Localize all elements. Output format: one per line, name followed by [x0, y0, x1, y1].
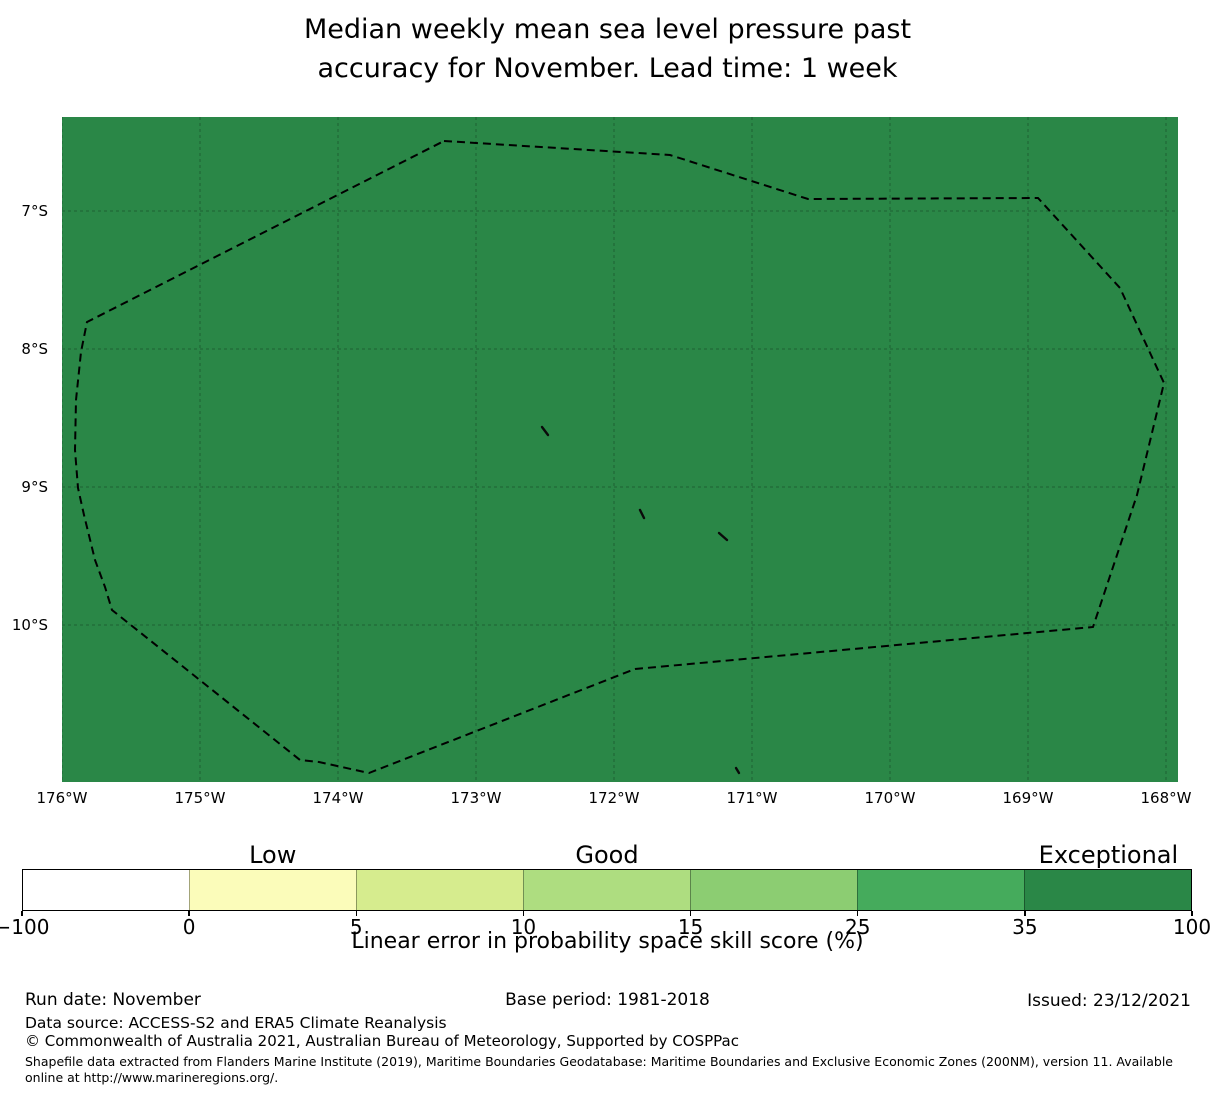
lat-tick-label: 8°S	[21, 340, 48, 358]
data-source-text: Data source: ACCESS-S2 and ERA5 Climate …	[25, 1014, 447, 1032]
chart-title: Median weekly mean sea level pressure pa…	[0, 10, 1215, 88]
colorbar-segment	[23, 870, 189, 910]
island-mark	[638, 508, 646, 520]
colorbar-category-label: Low	[249, 841, 297, 869]
colorbar-tick-label: 10	[510, 915, 537, 939]
colorbar-segment	[690, 870, 857, 910]
lon-tick-label: 175°W	[174, 789, 226, 807]
lat-tick-label: 10°S	[11, 616, 48, 634]
colorbar-tick-label: −100	[0, 915, 50, 939]
lon-tick-label: 173°W	[450, 789, 502, 807]
colorbar-tick	[188, 911, 190, 916]
run-date-text: Run date: November	[25, 990, 201, 1010]
lon-tick-label: 170°W	[864, 789, 916, 807]
lon-tick-label: 172°W	[588, 789, 640, 807]
colorbar-tick-label: 5	[349, 915, 363, 939]
sea-fill	[62, 117, 1178, 782]
colorbar-segment	[189, 870, 356, 910]
copyright-text: © Commonwealth of Australia 2021, Austra…	[25, 1032, 739, 1050]
issued-date-text: Issued: 23/12/2021	[1027, 991, 1191, 1011]
colorbar-tick	[856, 911, 859, 916]
colorbar-tick-label: 35	[1012, 915, 1038, 939]
lon-tick-label: 169°W	[1002, 789, 1054, 807]
colorbar-segment	[523, 870, 690, 910]
colorbar-segment	[356, 870, 523, 910]
lon-tick-label: 176°W	[36, 789, 88, 807]
base-period-text: Base period: 1981-2018	[505, 990, 710, 1010]
colorbar	[22, 869, 1192, 911]
chart-title-line1: Median weekly mean sea level pressure pa…	[303, 14, 912, 45]
colorbar-tick	[1191, 911, 1193, 916]
colorbar-tick	[1024, 911, 1026, 916]
colorbar-tick-label: 0	[182, 915, 196, 939]
island-mark	[717, 531, 729, 542]
colorbar-tick-label: 15	[677, 915, 704, 939]
colorbar-tick	[522, 911, 525, 916]
colorbar-tick-label: 100	[1172, 915, 1212, 939]
lat-tick-label: 9°S	[21, 478, 48, 496]
map-svg	[62, 117, 1178, 782]
lat-tick-label: 7°S	[21, 202, 48, 220]
colorbar-tick	[689, 911, 692, 916]
eez-boundary	[73, 139, 1166, 775]
lon-tick-label: 168°W	[1140, 789, 1192, 807]
colorbar-category-label: Exceptional	[1038, 841, 1179, 869]
colorbar-axis-label: Linear error in probability space skill …	[351, 929, 864, 954]
colorbar-tick	[21, 911, 23, 916]
colorbar-segment	[1024, 870, 1191, 910]
colorbar-tick-label: 25	[844, 915, 871, 939]
lon-tick-label: 174°W	[312, 789, 364, 807]
shapefile-note-text: Shapefile data extracted from Flanders M…	[25, 1054, 1173, 1085]
lon-tick-label: 171°W	[726, 789, 778, 807]
map-plot	[62, 117, 1178, 782]
island-mark	[734, 766, 741, 775]
colorbar-category-label: Good	[575, 841, 639, 869]
colorbar-tick	[355, 911, 358, 916]
colorbar-segment	[857, 870, 1024, 910]
island-mark	[540, 425, 550, 437]
chart-title-line2: accuracy for November. Lead time: 1 week	[317, 53, 898, 84]
